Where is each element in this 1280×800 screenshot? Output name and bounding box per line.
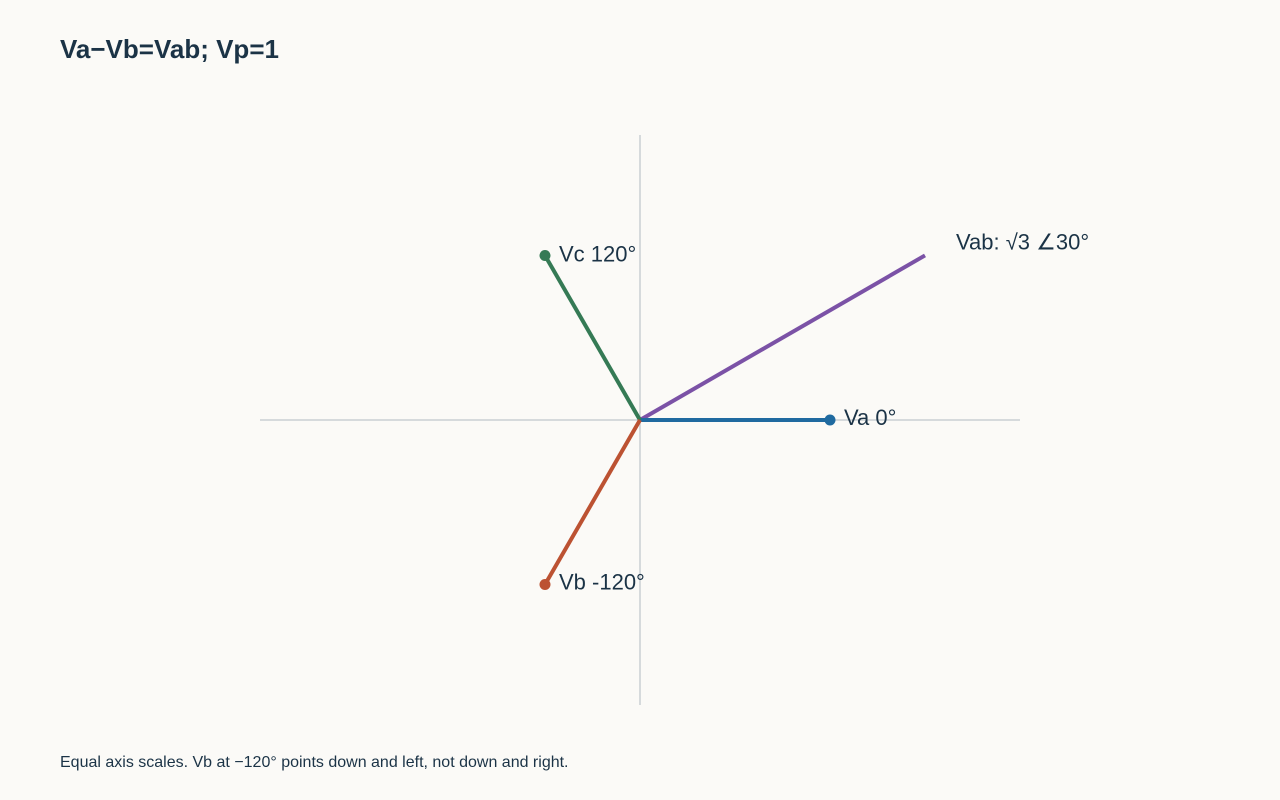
caption: Equal axis scales. Vb at −120° points do… (60, 754, 569, 771)
phasor-vab-line (638, 253, 927, 422)
phasor-vc: Vc 120° (539, 241, 642, 421)
phasor-vc-label: Vc 120° (559, 241, 636, 266)
phasor-vab-label: Vab: √3 ∠30° (956, 229, 1089, 254)
phasor-vb-label: Vb -120° (559, 569, 645, 594)
phasor-vc-line (543, 254, 642, 421)
phasor-vb: Vb -120° (539, 418, 645, 594)
phasor-va-dot (824, 414, 836, 426)
phasor-vab: Vab: √3 ∠30° (638, 229, 1089, 422)
phasor-vb-line (543, 418, 642, 586)
phasor-vc-dot (539, 249, 551, 261)
phasor-va-label: Va 0° (844, 405, 896, 430)
phasor-va: Va 0° (640, 405, 896, 430)
page-title: Va−Vb=Vab; Vp=1 (60, 34, 279, 64)
phasor-vb-dot (539, 579, 551, 591)
